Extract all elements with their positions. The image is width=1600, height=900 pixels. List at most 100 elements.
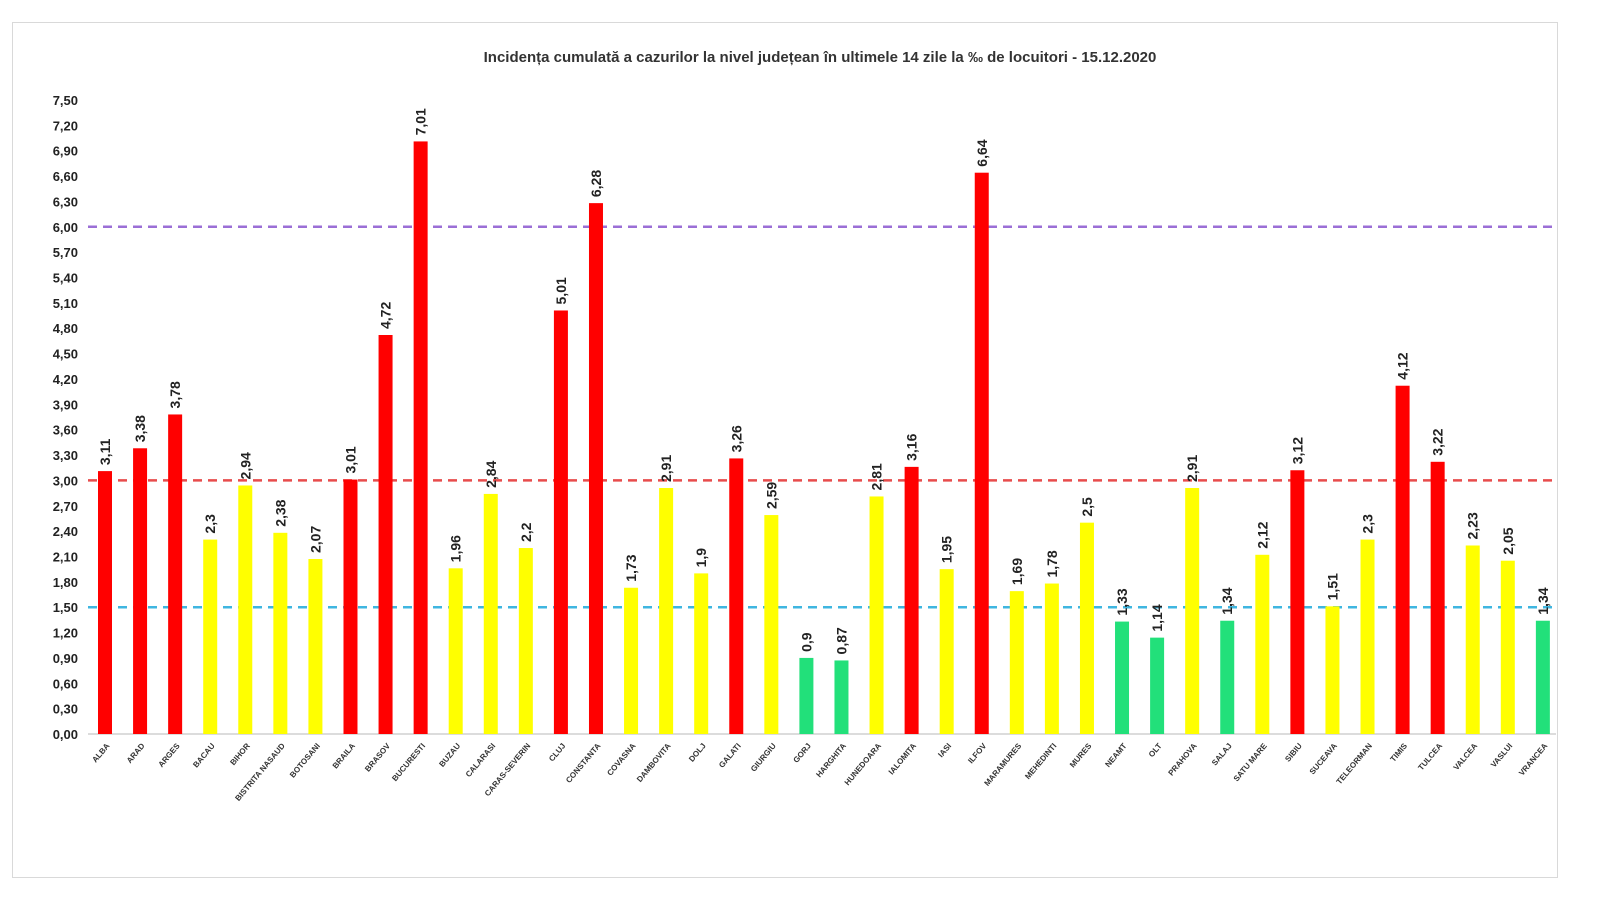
bar (1044, 583, 1059, 734)
bar (939, 569, 954, 734)
y-tick-label: 5,70 (53, 245, 78, 260)
x-tick-label: BOTOSANI (288, 742, 322, 780)
bar (413, 141, 428, 734)
data-label: 3,11 (97, 438, 113, 465)
bars: 3,11 3,38 3,78 2,3 2,94 2,38 2,07 3,01 4,72 7,01 1… (97, 108, 1551, 734)
x-tick-label: BUZAU (437, 741, 462, 768)
bar (1255, 554, 1270, 734)
x-tick-label: GALATI (717, 742, 743, 770)
bar (483, 493, 498, 734)
y-tick-label: 5,10 (53, 296, 78, 311)
y-tick-label: 2,10 (53, 549, 78, 564)
x-tick-label: NEAMT (1103, 741, 1128, 769)
x-tick-label: BACAU (191, 741, 217, 769)
x-tick-label: SATU MARE (1232, 741, 1270, 783)
data-label: 1,14 (1149, 604, 1165, 631)
y-tick-label: 4,80 (53, 321, 78, 336)
data-label: 2,91 (658, 455, 674, 482)
bar (1079, 522, 1094, 734)
y-tick-label: 2,40 (53, 524, 78, 539)
x-tick-label: IASI (936, 742, 953, 760)
y-axis: 0,00 0,30 0,60 0,90 1,20 1,50 1,80 2,10 2,40 2,70… (53, 93, 1556, 742)
x-tick-label: DOLJ (687, 742, 708, 764)
data-label: 1,78 (1044, 550, 1060, 577)
bar (588, 203, 603, 734)
x-tick-label: ARGES (156, 741, 182, 769)
data-label: 3,26 (728, 425, 744, 452)
y-tick-label: 1,80 (53, 575, 78, 590)
bar (518, 548, 533, 734)
bar (834, 660, 849, 734)
chart-title: Incidența cumulată a cazurilor la nivel … (484, 49, 1157, 66)
x-tick-label: TELEORMAN (1335, 741, 1375, 786)
data-label: 6,28 (588, 170, 604, 197)
data-label: 1,33 (1114, 588, 1130, 615)
data-label: 1,95 (939, 536, 955, 563)
y-tick-label: 0,30 (53, 702, 78, 717)
data-label: 0,87 (833, 627, 849, 654)
x-tick-label: VASLUI (1489, 742, 1514, 770)
data-label: 2,05 (1500, 527, 1516, 554)
x-tick-label: MURES (1068, 741, 1094, 769)
bar (203, 539, 218, 734)
bar (1465, 545, 1480, 734)
threshold-lines (88, 225, 1556, 609)
data-label: 6,64 (974, 139, 990, 166)
data-label: 4,72 (378, 302, 394, 329)
bar (1150, 637, 1165, 734)
data-label: 2,2 (518, 522, 534, 542)
bar (378, 335, 393, 734)
x-tick-label: SALAJ (1210, 742, 1234, 768)
x-tick-label: BUCURESTI (390, 742, 427, 784)
x-tick-label: DAMBOVITA (635, 741, 673, 784)
y-tick-label: 1,50 (53, 600, 78, 615)
y-tick-label: 2,70 (53, 499, 78, 514)
data-label: 2,3 (1360, 514, 1376, 534)
y-tick-label: 7,20 (53, 118, 78, 133)
bar (1500, 560, 1515, 734)
x-tick-label: VALCEA (1452, 741, 1480, 772)
x-tick-label: SUCEAVA (1308, 741, 1339, 776)
data-label: 0,9 (798, 632, 814, 652)
data-label: 3,38 (132, 415, 148, 442)
y-tick-label: 3,90 (53, 397, 78, 412)
data-label: 2,59 (763, 482, 779, 509)
bar (343, 479, 358, 734)
data-label: 1,9 (693, 548, 709, 568)
bar (1325, 606, 1340, 734)
x-tick-label: TIMIS (1389, 741, 1410, 764)
x-tick-label: OLT (1147, 741, 1164, 759)
bar (1430, 461, 1445, 734)
y-tick-label: 1,20 (53, 626, 78, 641)
bar (1220, 620, 1235, 734)
data-label: 3,12 (1289, 437, 1305, 464)
bar (1185, 488, 1200, 734)
y-tick-label: 7,50 (53, 93, 78, 108)
y-tick-label: 0,90 (53, 651, 78, 666)
x-tick-label: TULCEA (1416, 741, 1444, 772)
x-tick-label: VRANCEA (1517, 741, 1549, 777)
x-tick-label: SIBIU (1283, 741, 1304, 763)
bar (168, 414, 183, 734)
bar (799, 657, 814, 734)
x-tick-label: ALBA (90, 741, 111, 764)
y-tick-label: 5,40 (53, 271, 78, 286)
bar (764, 515, 779, 734)
x-tick-label: PRAHOVA (1166, 741, 1198, 777)
data-label: 4,12 (1395, 352, 1411, 379)
data-label: 2,94 (237, 452, 253, 479)
data-label: 2,81 (869, 463, 885, 490)
data-label: 2,07 (307, 526, 323, 553)
bar (729, 458, 744, 734)
y-tick-label: 0,60 (53, 676, 78, 691)
bar (904, 466, 919, 734)
bar (133, 448, 148, 734)
y-tick-label: 4,50 (53, 347, 78, 362)
bar (694, 573, 709, 734)
bar (448, 568, 463, 734)
x-tick-label: GORJ (791, 742, 812, 765)
data-label: 2,38 (272, 499, 288, 526)
bar (273, 532, 288, 734)
